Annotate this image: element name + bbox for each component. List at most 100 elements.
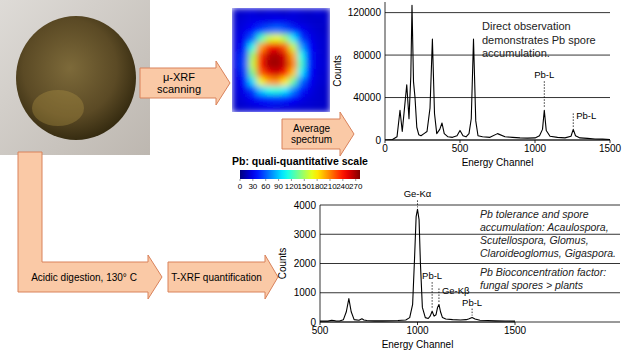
heatmap-cell bbox=[273, 43, 282, 52]
heatmap-cell bbox=[273, 8, 282, 17]
arrow-average bbox=[282, 112, 354, 156]
axis-line bbox=[320, 205, 321, 322]
arrow-scan bbox=[140, 61, 230, 105]
heatmap-cell bbox=[232, 25, 241, 34]
colorbar-tick-label: 240 bbox=[336, 182, 350, 191]
heatmap-cell bbox=[281, 77, 290, 86]
heatmap-cell bbox=[289, 95, 298, 104]
heatmap-cell bbox=[289, 77, 298, 86]
heatmap-cell bbox=[322, 34, 330, 43]
heatmap-cell bbox=[248, 34, 257, 43]
axis-line bbox=[385, 2, 386, 140]
heatmap-cell bbox=[322, 43, 330, 52]
heatmap-cell bbox=[314, 25, 323, 34]
heatmap-cell bbox=[265, 25, 274, 34]
colorbar-title: Pb: quali-quantitative scale bbox=[232, 155, 368, 167]
colorbar-tick-label: 30 bbox=[248, 182, 257, 191]
x-tick-label: 1500 bbox=[599, 143, 622, 154]
heatmap-cell bbox=[297, 8, 306, 17]
heatmap-cell bbox=[257, 43, 266, 52]
heatmap-cell bbox=[232, 51, 241, 60]
heatmap-cell bbox=[248, 51, 257, 60]
heatmap-cell bbox=[240, 86, 249, 95]
y-tick-label: 120000 bbox=[348, 7, 382, 18]
heatmap-cells bbox=[232, 8, 330, 112]
y-axis-label: Counts bbox=[332, 55, 343, 87]
heatmap-cell bbox=[257, 51, 266, 60]
colorbar-tick bbox=[278, 179, 279, 181]
colorbar-tick bbox=[304, 179, 305, 181]
spore-photo bbox=[0, 0, 150, 155]
heatmap-cell bbox=[314, 43, 323, 52]
heatmap-cell bbox=[248, 60, 257, 69]
heatmap-cell bbox=[273, 86, 282, 95]
heatmap-cell bbox=[297, 103, 306, 112]
heatmap-cell bbox=[322, 86, 330, 95]
heatmap-cell bbox=[273, 51, 282, 60]
heatmap-cell bbox=[265, 8, 274, 17]
heatmap-cell bbox=[265, 77, 274, 86]
heatmap-cell bbox=[257, 17, 266, 26]
heatmap-cell bbox=[289, 25, 298, 34]
heatmap-cell bbox=[265, 17, 274, 26]
heatmap-cell bbox=[297, 86, 306, 95]
heatmap-cell bbox=[306, 25, 315, 34]
grid-line bbox=[385, 140, 610, 141]
heatmap-cell bbox=[306, 77, 315, 86]
heatmap-cell bbox=[314, 86, 323, 95]
heatmap-cell bbox=[232, 77, 241, 86]
colorbar-tick-label: 150 bbox=[298, 182, 312, 191]
heatmap-cell bbox=[240, 43, 249, 52]
axis-line bbox=[385, 140, 610, 141]
heatmap-cell bbox=[232, 69, 241, 78]
heatmap-cell bbox=[240, 103, 249, 112]
y-tick-label: 2000 bbox=[294, 258, 317, 269]
arrow-quantification bbox=[168, 255, 278, 299]
heatmap-cell bbox=[289, 60, 298, 69]
colorbar-tick bbox=[330, 179, 331, 181]
heatmap-cell bbox=[240, 51, 249, 60]
heatmap-cell bbox=[322, 77, 330, 86]
heatmap-cell bbox=[314, 95, 323, 104]
grid-line bbox=[320, 263, 620, 264]
grid-line bbox=[385, 12, 610, 13]
heatmap-cell bbox=[314, 8, 323, 17]
colorbar-tick-label: 90 bbox=[274, 182, 283, 191]
heatmap-cell bbox=[240, 77, 249, 86]
heatmap-cell bbox=[273, 60, 282, 69]
heatmap-cell bbox=[257, 86, 266, 95]
heatmap-cell bbox=[314, 34, 323, 43]
peak-label: Pb-L bbox=[462, 297, 482, 308]
colorbar-tick bbox=[265, 179, 266, 181]
heatmap-cell bbox=[306, 86, 315, 95]
heatmap-cell bbox=[265, 86, 274, 95]
heatmap-cell bbox=[257, 34, 266, 43]
heatmap-cell bbox=[306, 34, 315, 43]
heatmap-cell bbox=[306, 43, 315, 52]
peak-label: Pb-L bbox=[576, 110, 596, 121]
heatmap-cell bbox=[322, 51, 330, 60]
heatmap-cell bbox=[248, 103, 257, 112]
peak-label: Ge-Kα bbox=[404, 188, 432, 199]
heatmap-cell bbox=[297, 77, 306, 86]
heatmap-cell bbox=[306, 17, 315, 26]
arrow-digestion bbox=[18, 152, 162, 299]
colorbar-tick-label: 0 bbox=[238, 182, 243, 191]
x-tick-label: 1000 bbox=[406, 325, 429, 336]
heatmap-cell bbox=[281, 69, 290, 78]
heatmap-cell bbox=[257, 60, 266, 69]
arrow-label: Average spectrum bbox=[283, 119, 340, 149]
x-tick-label: 0 bbox=[382, 143, 388, 154]
colorbar-tick bbox=[342, 179, 343, 181]
heatmap-cell bbox=[273, 34, 282, 43]
peak-label: Ge-Kβ bbox=[442, 285, 470, 296]
heatmap-cell bbox=[297, 51, 306, 60]
y-tick-label: 4000 bbox=[294, 200, 317, 211]
heatmap-cell bbox=[257, 95, 266, 104]
heatmap-cell bbox=[314, 77, 323, 86]
colorbar bbox=[240, 170, 360, 179]
heatmap-cell bbox=[248, 86, 257, 95]
y-tick-label: 80000 bbox=[353, 50, 381, 61]
heatmap-cell bbox=[297, 34, 306, 43]
heatmap-cell bbox=[297, 43, 306, 52]
